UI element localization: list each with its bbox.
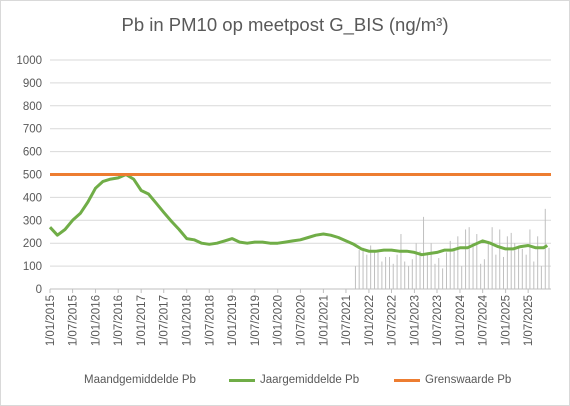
x-tick-label: 1/07/2020 [295, 295, 307, 346]
x-tick-label: 1/01/2024 [455, 294, 467, 346]
legend-swatch-limit [394, 378, 420, 382]
y-tick-label: 600 [23, 147, 42, 159]
x-tick-label: 1/07/2017 [159, 295, 171, 346]
x-tick-label: 1/01/2025 [501, 295, 513, 346]
chart-title: Pb in PM10 op meetpost G_BIS (ng/m³) [121, 14, 449, 35]
x-tick-label: 1/07/2024 [478, 294, 490, 346]
line-yearly [48, 173, 549, 257]
x-tick-label: 1/07/2022 [386, 295, 398, 346]
y-tick-label: 400 [23, 192, 42, 204]
x-tick-label: 1/01/2015 [45, 295, 57, 346]
legend: Maandgemiddelde Pb Jaargemiddelde Pb Gre… [0, 374, 570, 392]
x-tick-label: 1/07/2021 [341, 295, 353, 346]
y-tick-labels: 0 100 200 300 400 500 600 700 800 900 1000 [16, 55, 42, 296]
y-tick-label: 100 [23, 261, 42, 273]
x-tick-label: 1/01/2021 [318, 295, 330, 346]
legend-item-monthly: Maandgemiddelde Pb [84, 374, 196, 386]
x-tick-label: 1/01/2017 [136, 295, 148, 346]
x-tick-label: 1/01/2020 [273, 295, 285, 346]
x-tick-label: 1/01/2018 [182, 295, 194, 346]
monthly-bars [354, 208, 550, 289]
y-tick-label: 200 [23, 238, 42, 250]
x-tick-label: 1/01/2016 [91, 295, 103, 346]
x-tick-label: 1/07/2025 [523, 295, 535, 346]
x-tick-labels: 1/01/2015 1/07/2015 1/01/2016 1/07/2016 1/01… [45, 294, 535, 346]
y-tick-label: 500 [23, 170, 42, 182]
y-tick-label: 1000 [16, 55, 42, 67]
legend-item-yearly: Jaargemiddelde Pb [229, 374, 359, 386]
series-lines [48, 173, 551, 257]
x-tick-label: 1/07/2023 [432, 295, 444, 346]
y-tick-label: 800 [23, 101, 42, 113]
x-tick-label: 1/07/2015 [68, 295, 80, 346]
y-tick-label: 700 [23, 124, 42, 136]
x-tick-label: 1/07/2018 [204, 295, 216, 346]
legend-item-limit: Grenswaarde Pb [394, 374, 511, 386]
legend-label-limit: Grenswaarde Pb [425, 374, 512, 386]
legend-label-yearly: Jaargemiddelde Pb [260, 374, 360, 386]
y-tick-label: 300 [23, 215, 42, 227]
y-tick-label: 900 [23, 78, 42, 90]
y-tick-label: 0 [36, 284, 42, 296]
x-tick-label: 1/07/2016 [113, 295, 125, 346]
x-tick-label: 1/01/2023 [409, 295, 421, 346]
x-tick-label: 1/01/2022 [364, 295, 376, 346]
legend-swatch-yearly [229, 378, 255, 382]
legend-label-monthly: Maandgemiddelde Pb [84, 374, 196, 386]
x-tick-label: 1/01/2019 [227, 295, 239, 346]
x-tick-label: 1/07/2019 [250, 295, 262, 346]
